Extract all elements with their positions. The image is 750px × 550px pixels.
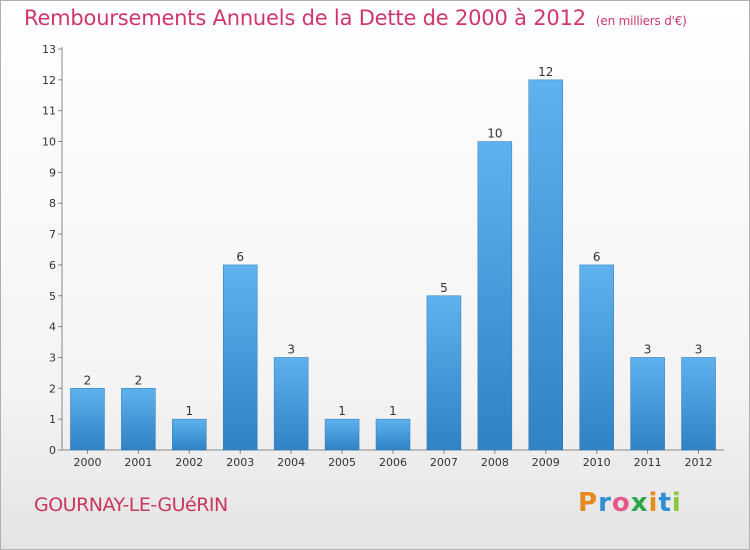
x-tick-label: 2001 [124, 456, 152, 469]
proxiti-logo: Proxiti [578, 488, 682, 518]
bar-value-label: 1 [389, 404, 397, 418]
chart-unit: (en milliers d'€) [595, 14, 687, 28]
chart-title: Remboursements Annuels de la Dette de 20… [24, 6, 687, 30]
bars: 2 2 1 6 3 1 1 5 10 12 6 3 3 [70, 65, 716, 451]
bar [375, 418, 411, 451]
logo-letter: i [648, 488, 659, 518]
y-tick-label: 11 [42, 105, 56, 118]
x-tick-label: 2011 [634, 456, 662, 469]
x-tick-label: 2004 [277, 456, 305, 469]
bar [324, 418, 360, 451]
bar [528, 79, 564, 451]
bar-value-label: 12 [538, 65, 553, 79]
y-tick-label: 7 [49, 228, 56, 241]
y-tick-label: 3 [49, 351, 56, 364]
bar [70, 388, 105, 451]
bar [630, 357, 665, 451]
logo-letter: r [598, 488, 612, 518]
y-tick-label: 6 [49, 259, 56, 272]
y-tick-label: 2 [49, 382, 56, 395]
bar-value-label: 3 [644, 342, 652, 356]
y-tick-label: 5 [49, 290, 56, 303]
y-tick-label: 1 [49, 413, 56, 426]
logo-letter: i [671, 488, 682, 518]
y-tick-label: 9 [49, 166, 56, 179]
x-tick-label: 2005 [328, 456, 356, 469]
y-tick-label: 0 [49, 444, 56, 457]
bar [477, 141, 513, 451]
y-tick-label: 10 [42, 136, 56, 149]
x-tick-label: 2006 [379, 456, 407, 469]
commune-name: GOURNAY-LE-GUéRIN [34, 494, 228, 516]
bar-value-label: 1 [185, 404, 193, 418]
x-tick-label: 2002 [175, 456, 203, 469]
bar-value-label: 3 [287, 342, 295, 356]
y-tick-label: 8 [49, 197, 56, 210]
bar-value-label: 1 [338, 404, 346, 418]
bar [426, 295, 462, 451]
x-tick-label: 2008 [481, 456, 509, 469]
x-tick-label: 2000 [73, 456, 101, 469]
y-tick-label: 4 [49, 321, 56, 334]
bar [121, 388, 156, 451]
bar-value-label: 3 [695, 342, 703, 356]
logo-letter: o [611, 488, 631, 518]
bar [222, 264, 258, 451]
bar-value-label: 2 [84, 373, 92, 387]
x-tick-label: 2007 [430, 456, 458, 469]
bar [681, 357, 716, 451]
bar-value-label: 5 [440, 281, 448, 295]
bar [579, 264, 614, 451]
logo-letter: x [630, 488, 649, 518]
logo-letter: P [578, 488, 599, 518]
logo-letter: t [658, 488, 672, 518]
bar-value-label: 6 [236, 250, 244, 264]
y-tick-label: 13 [42, 43, 56, 56]
x-tick-label: 2012 [685, 456, 713, 469]
x-tick-label: 2010 [583, 456, 611, 469]
bar [273, 357, 309, 451]
bar-value-label: 2 [135, 373, 143, 387]
x-tick-label: 2009 [532, 456, 560, 469]
bar-value-label: 10 [487, 127, 502, 141]
bar [172, 418, 207, 451]
y-tick-label: 12 [42, 74, 56, 87]
chart-title-text: Remboursements Annuels de la Dette de 20… [24, 6, 586, 30]
x-tick-label: 2003 [226, 456, 254, 469]
bar-value-label: 6 [593, 250, 601, 264]
